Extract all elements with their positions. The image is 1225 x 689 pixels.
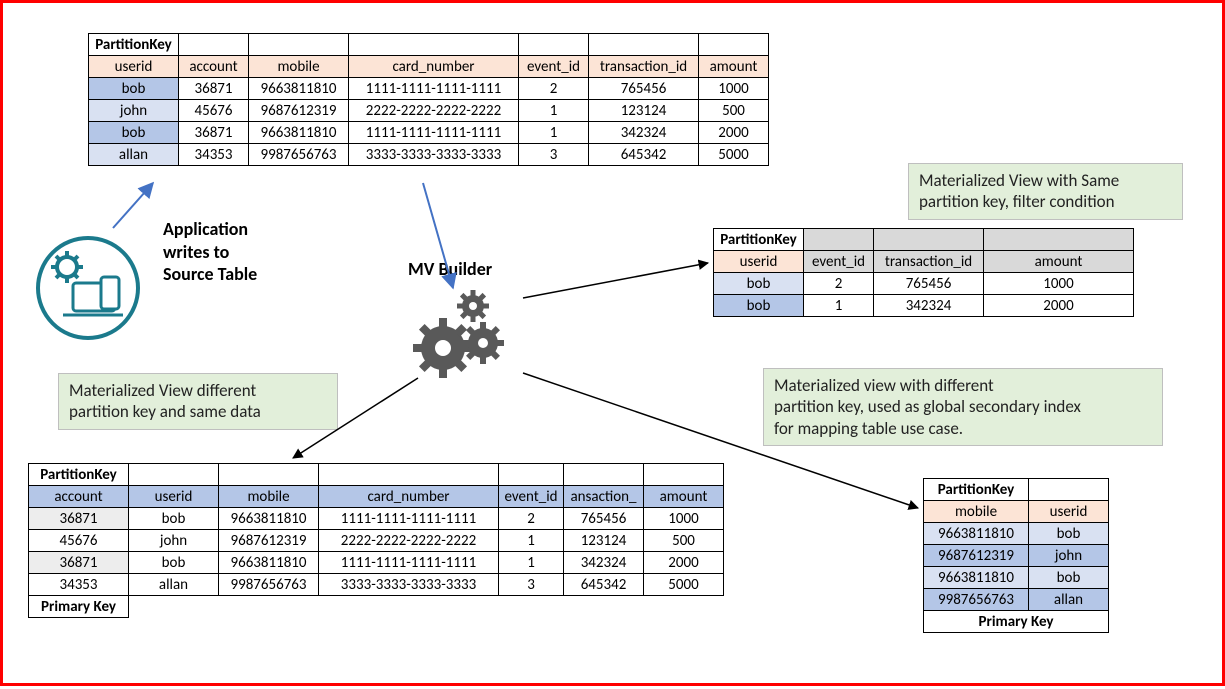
table-row: allan3435399876567633333-3333-3333-33333…: [89, 144, 769, 166]
table-row: bob3687196638118101111-1111-1111-1111134…: [89, 122, 769, 144]
primarykey-footer: Primary Key: [29, 596, 129, 618]
mv-filter-table: PartitionKey userid event_id transaction…: [713, 228, 1134, 317]
callout-mv-same-pk: Materialized View with Same partition ke…: [908, 163, 1183, 220]
table-row: 9663811810bob: [924, 567, 1109, 589]
col-header-row: account userid mobile card_number event_…: [29, 486, 724, 508]
partitionkey-header: PartitionKey: [29, 464, 129, 486]
mv-builder-label: MV Builder: [408, 258, 492, 281]
table-row: 9687612319john: [924, 545, 1109, 567]
col-header-row: userid event_id transaction_id amount: [714, 251, 1134, 273]
table-row: 9987656763allan: [924, 589, 1109, 611]
callout-mv-diff-pk-same-data: Materialized View different partition ke…: [58, 373, 338, 430]
col-header-row: userid account mobile card_number event_…: [89, 56, 769, 78]
table-row: 34353allan99876567633333-3333-3333-33333…: [29, 574, 724, 596]
table-row: bob3687196638118101111-1111-1111-1111276…: [89, 78, 769, 100]
table-row: john4567696876123192222-2222-2222-222211…: [89, 100, 769, 122]
table-row: 9663811810bob: [924, 523, 1109, 545]
table-row: bob27654561000: [714, 273, 1134, 295]
table-row: 36871bob96638118101111-1111-1111-1111134…: [29, 552, 724, 574]
partitionkey-header: PartitionKey: [924, 479, 1029, 501]
table-row: 36871bob96638118101111-1111-1111-1111276…: [29, 508, 724, 530]
mv-samedata-table: PartitionKey account userid mobile card_…: [28, 463, 724, 618]
callout-mv-gsi: Materialized view with different partiti…: [763, 368, 1163, 446]
application-icon: [33, 233, 143, 348]
col-header-row: mobile userid: [924, 501, 1109, 523]
partitionkey-header: PartitionKey: [89, 34, 179, 56]
table-row: bob13423242000: [714, 295, 1134, 317]
primarykey-footer: Primary Key: [924, 611, 1109, 633]
table-row: 45676john96876123192222-2222-2222-222211…: [29, 530, 724, 552]
diagram-canvas: PartitionKey userid account mobile card_…: [0, 0, 1225, 686]
source-table: PartitionKey userid account mobile card_…: [88, 33, 769, 166]
gears-icon: [408, 288, 518, 393]
mv-gsi-table: PartitionKey mobile userid 9663811810bob…: [923, 478, 1109, 633]
app-writes-label: Application writes to Source Table: [163, 218, 257, 286]
partitionkey-header: PartitionKey: [714, 229, 804, 251]
